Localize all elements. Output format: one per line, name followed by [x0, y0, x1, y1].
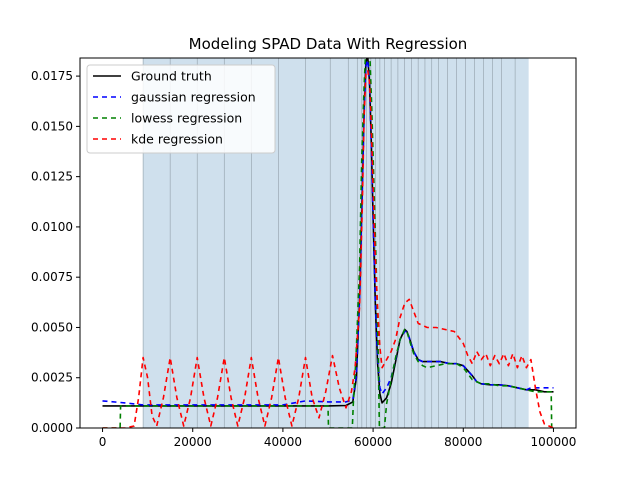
y-tick-label: 0.0125	[31, 170, 73, 184]
x-tick-label: 40000	[264, 435, 302, 449]
x-tick-label: 0	[99, 435, 107, 449]
legend-label: gaussian regression	[131, 90, 256, 105]
x-tick-label: 80000	[444, 435, 482, 449]
legend-label: kde regression	[131, 132, 223, 147]
x-tick-label: 100000	[531, 435, 577, 449]
x-axis: 0 20000 40000 60000 80000 100000	[99, 428, 577, 449]
y-tick-label: 0.0025	[31, 371, 73, 385]
plot-frame	[79, 57, 577, 429]
legend-box	[86, 64, 276, 154]
series-line-lowess-regression	[102, 58, 553, 428]
chart-title: Modeling SPAD Data With Regression	[189, 35, 468, 53]
legend: Ground truth gaussian regression lowess re…	[86, 64, 276, 154]
legend-label: lowess regression	[131, 111, 242, 126]
y-tick-label: 0.0175	[31, 69, 73, 83]
x-tick-label: 60000	[354, 435, 392, 449]
y-tick-label: 0.0100	[31, 220, 73, 234]
y-tick-label: 0.0075	[31, 270, 73, 284]
y-tick-label: 0.0050	[31, 320, 73, 334]
series-layer	[102, 58, 554, 428]
legend-label: Ground truth	[131, 69, 212, 84]
y-tick-label: 0.0150	[31, 119, 73, 133]
y-axis: 0.0000 0.0025 0.0050 0.0075 0.0100 0.0125 0.01…	[31, 69, 80, 435]
x-tick-label: 20000	[174, 435, 212, 449]
series-line-kde-regression	[102, 69, 554, 428]
y-tick-label: 0.0000	[31, 421, 73, 435]
